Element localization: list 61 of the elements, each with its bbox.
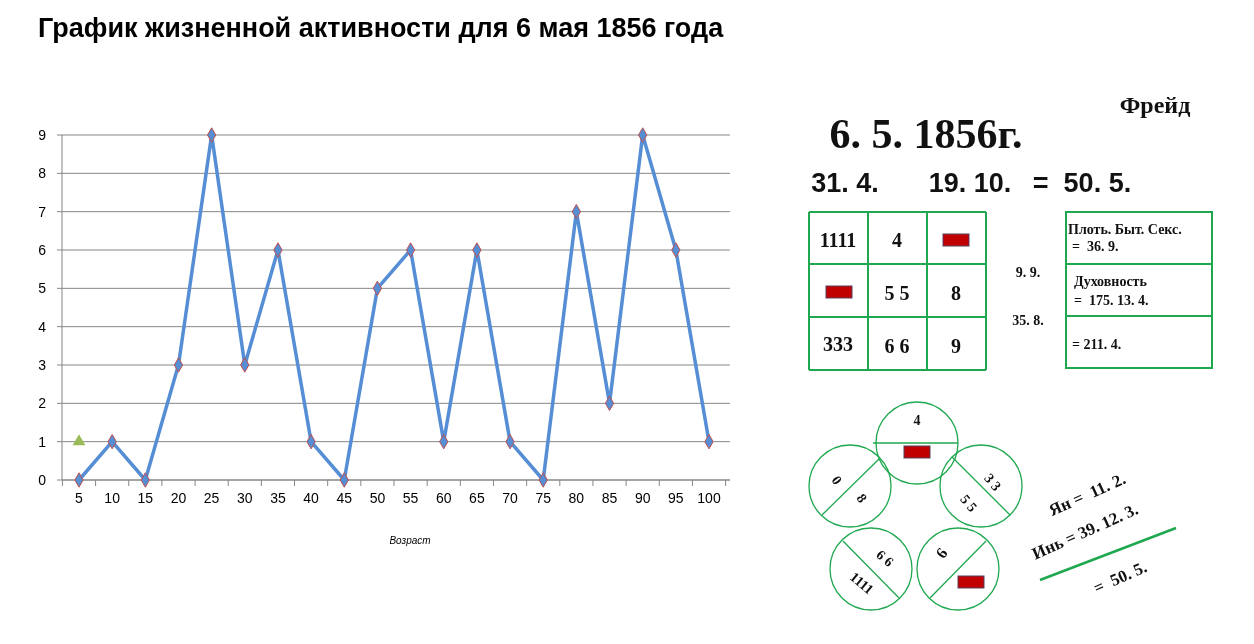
text: 1111 — [847, 569, 877, 598]
chart-title: График жизненной активности для 6 мая 1856 года — [38, 13, 725, 43]
x-tick-label: 80 — [568, 490, 585, 506]
y-tick-label: 1 — [38, 433, 47, 450]
text: 9 — [932, 545, 952, 562]
y-tick-label: 5 — [38, 280, 47, 297]
text: = 36. 9. — [1072, 239, 1119, 254]
x-tick-label: 70 — [502, 490, 519, 506]
x-tick-label: 75 — [535, 490, 552, 506]
y-tick-label: 4 — [38, 318, 47, 335]
x-tick-label: 40 — [303, 490, 320, 506]
y-tick-label: 0 — [38, 472, 47, 488]
x-tick-label: 15 — [137, 490, 154, 506]
text: 4 — [892, 229, 902, 251]
text: = 50. 5. — [1090, 557, 1150, 598]
x-tick-label: 95 — [668, 490, 684, 506]
y-tick-label: 7 — [38, 203, 47, 220]
y-tick-label: 6 — [38, 242, 47, 258]
text: 3 3 — [981, 470, 1005, 494]
x-tick-label: 55 — [402, 490, 419, 506]
text: 9 — [951, 335, 961, 357]
text: 5 5 — [884, 282, 910, 304]
x-axis-title: Возраст — [389, 535, 431, 546]
x-tick-label: 5 — [75, 490, 84, 506]
x-tick-label: 65 — [469, 490, 485, 506]
x-tick-label: 90 — [634, 490, 651, 506]
text: 6 6 — [873, 547, 897, 570]
text: = 211. 4. — [1072, 337, 1122, 352]
text: 35. 8. — [1012, 313, 1044, 328]
y-tick-label: 3 — [38, 357, 47, 373]
x-tick-label: 30 — [237, 490, 253, 506]
text: 1111 — [819, 229, 857, 251]
text: 6. 5. 1856г. — [829, 111, 1023, 157]
text: 4 — [913, 413, 921, 428]
text: Плоть. Быт. Секс. — [1068, 222, 1182, 237]
text: 9. 9. — [1015, 265, 1041, 280]
text: 8 — [951, 282, 961, 304]
text: 19. 10. — [928, 168, 1012, 198]
text: 333 — [823, 333, 853, 355]
text: Фрейд — [1119, 92, 1191, 118]
x-tick-label: 45 — [336, 490, 353, 506]
x-tick-label: 100 — [697, 490, 721, 506]
text: = 50. 5. — [1032, 168, 1132, 198]
x-tick-label: 10 — [104, 490, 121, 506]
point — [72, 434, 86, 446]
x-tick-label: 50 — [369, 490, 386, 506]
x-tick-label: 60 — [435, 490, 452, 506]
x-tick-label: 85 — [601, 490, 618, 506]
x-tick-label: 20 — [170, 490, 187, 506]
text: 8 — [853, 491, 870, 506]
text: = 175. 13. 4. — [1074, 293, 1149, 308]
x-tick-label: 25 — [203, 490, 220, 506]
x-tick-label: 35 — [270, 490, 286, 506]
text: 0 — [828, 473, 845, 488]
text: 31. 4. — [811, 168, 879, 198]
y-tick-label: 9 — [38, 127, 47, 143]
y-tick-label: 8 — [38, 165, 47, 182]
text: 6 6 — [884, 335, 910, 357]
y-tick-label: 2 — [38, 395, 47, 412]
text: Духовность — [1074, 274, 1148, 289]
text: 5 5 — [957, 491, 981, 515]
